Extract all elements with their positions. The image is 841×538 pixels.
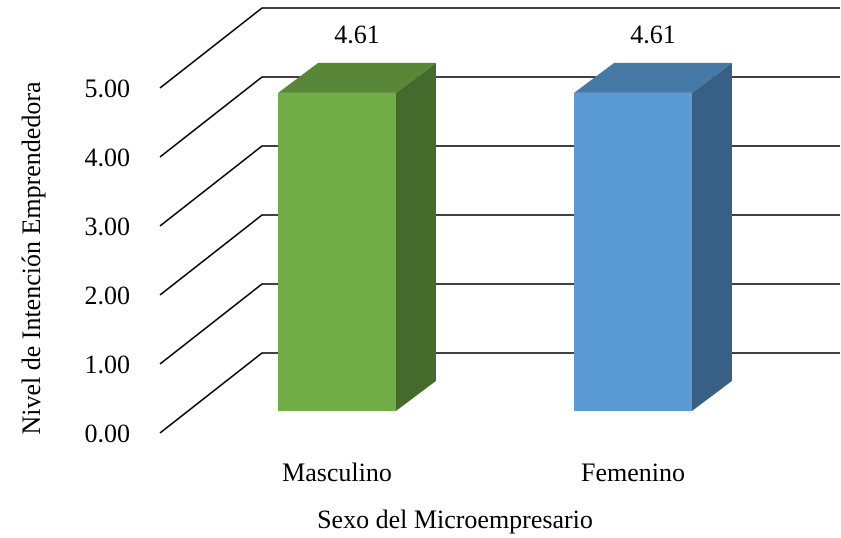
bar-side-face (692, 62, 732, 411)
y-tick-label: 0.00 (85, 419, 131, 448)
gridline-1 (159, 283, 840, 365)
y-tick-label: 5.00 (85, 74, 131, 103)
data-labels: 4.61 4.61 (334, 20, 676, 49)
bar-top-face (278, 62, 436, 93)
bar-top-face (574, 62, 732, 93)
x-category-label: Femenino (581, 458, 685, 487)
y-axis-ticks: 0.00 1.00 2.00 3.00 4.00 5.00 (85, 74, 131, 448)
bar-front-face (278, 92, 396, 411)
bar-side-face (396, 62, 436, 411)
bar-femenino (574, 62, 732, 411)
y-tick-label: 1.00 (85, 350, 131, 379)
data-label: 4.61 (334, 20, 380, 49)
x-axis-title: Sexo del Microempresario (317, 505, 593, 534)
y-tick-label: 4.00 (85, 143, 131, 172)
bars (278, 62, 732, 411)
bar-masculino (278, 62, 436, 411)
gridline-0 (159, 352, 840, 434)
x-axis-categories: Masculino Femenino (282, 458, 685, 487)
gridline-4 (159, 76, 840, 158)
gridline-3 (159, 145, 840, 227)
y-axis-title: Nivel de Intención Emprendedora (17, 81, 46, 434)
data-label: 4.61 (630, 20, 676, 49)
y-tick-label: 3.00 (85, 212, 131, 241)
gridline-2 (159, 214, 840, 296)
gridlines (159, 7, 840, 434)
bar-front-face (574, 92, 692, 411)
x-category-label: Masculino (282, 458, 392, 487)
gridline-5 (159, 7, 840, 89)
y-tick-label: 2.00 (85, 281, 131, 310)
